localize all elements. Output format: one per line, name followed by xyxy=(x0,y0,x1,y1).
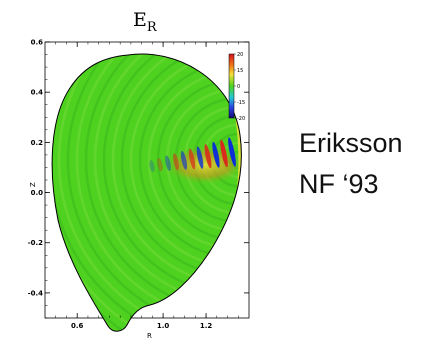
wave-stripe xyxy=(212,141,220,168)
colorbar-tick-label: 15 xyxy=(237,68,243,74)
wave-stripe xyxy=(180,150,188,170)
wave-stripe xyxy=(149,160,155,172)
x-axis-label: R xyxy=(147,332,152,340)
wave-stripe xyxy=(220,139,228,168)
colorbar: 20 15 0 -15 -20 xyxy=(228,52,245,122)
colorbar-tick-label: 20 xyxy=(237,52,243,58)
x-tick-label: 0.6 xyxy=(71,322,84,330)
y-tick-label: 0.2 xyxy=(31,139,44,147)
x-tick-label: 1.2 xyxy=(200,322,213,330)
citation: Eriksson NF ‘93 xyxy=(299,123,403,205)
wave-stripe xyxy=(228,137,236,167)
y-tick-label: 0.4 xyxy=(31,89,44,97)
plot-title: ER xyxy=(133,9,158,35)
wave-stripe xyxy=(165,155,171,171)
colorbar-tick-label: -20 xyxy=(237,116,245,122)
wave-stripe xyxy=(157,157,163,172)
plasma-boundary xyxy=(51,53,242,332)
wave-stripe xyxy=(204,144,212,169)
y-tick-label: 0.0 xyxy=(31,189,44,197)
colorbar-scale xyxy=(228,53,235,119)
wave-stripe xyxy=(196,146,204,169)
citation-journal: NF ‘93 xyxy=(299,169,379,199)
wave-stripe xyxy=(173,153,179,171)
y-axis: 0.6 0.4 0.2 0.0 -0.2 -0.4 xyxy=(28,39,249,319)
x-tick-label: 1.0 xyxy=(157,322,170,330)
y-tick-label: -0.2 xyxy=(28,239,43,247)
colorbar-tick-label: -15 xyxy=(237,100,245,106)
y-axis-label: Z xyxy=(29,182,37,187)
y-tick-label: -0.4 xyxy=(28,289,43,297)
y-tick-label: 0.6 xyxy=(31,39,44,47)
wave-stripe xyxy=(188,148,196,170)
x-axis: 0.6 1.0 1.2 xyxy=(55,42,239,330)
ripple-ring xyxy=(57,53,242,332)
citation-author: Eriksson xyxy=(299,128,403,158)
colorbar-tick-label: 0 xyxy=(237,84,240,90)
